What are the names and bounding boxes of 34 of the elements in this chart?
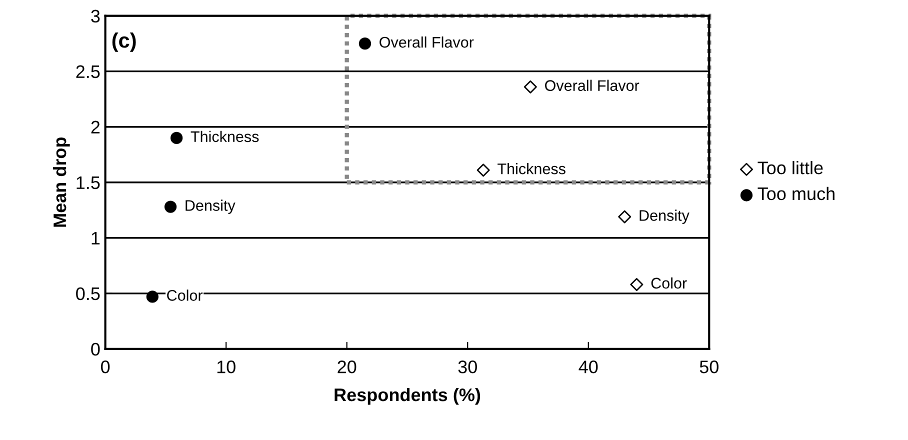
annotation: Overall Flavor xyxy=(545,80,640,91)
y-tick-label: 1.5 xyxy=(76,176,100,190)
x-tick-label: 10 xyxy=(217,360,236,374)
x-axis-title: Respondents (%) xyxy=(334,388,480,405)
x-tick-label: 50 xyxy=(700,360,718,374)
point xyxy=(630,278,644,292)
annotation: Color xyxy=(651,277,687,289)
point xyxy=(618,210,632,224)
x-tick-label: 20 xyxy=(338,360,356,374)
legend-label: Too much xyxy=(758,186,834,200)
y-tick-label: 0.5 xyxy=(76,287,100,300)
point xyxy=(164,200,177,213)
point xyxy=(358,38,372,50)
x-tick-label: 0 xyxy=(101,360,110,374)
annotation: Thickness xyxy=(190,130,259,142)
point xyxy=(146,290,158,303)
point xyxy=(476,164,490,177)
annotation: Density xyxy=(186,200,236,214)
y-tick-label: 0 xyxy=(91,342,100,356)
y-axis-title: Mean drop xyxy=(52,137,70,227)
y-tick-label: 1 xyxy=(92,232,100,244)
annotation: Thickness xyxy=(498,163,566,174)
annotation: Density xyxy=(640,210,690,224)
point xyxy=(170,132,183,144)
legend-label: Too little xyxy=(758,161,823,174)
x-tick-label: 30 xyxy=(458,360,477,374)
y-tick-label: 2.5 xyxy=(76,65,100,78)
annotation: (c) xyxy=(112,32,136,52)
y-tick-label: 3 xyxy=(91,10,100,23)
annotation: Overall Flavor xyxy=(380,36,474,48)
point xyxy=(524,80,537,94)
y-tick-label: 2 xyxy=(91,120,100,134)
annotation: Color xyxy=(167,290,203,301)
x-tick-label: 40 xyxy=(578,360,598,374)
